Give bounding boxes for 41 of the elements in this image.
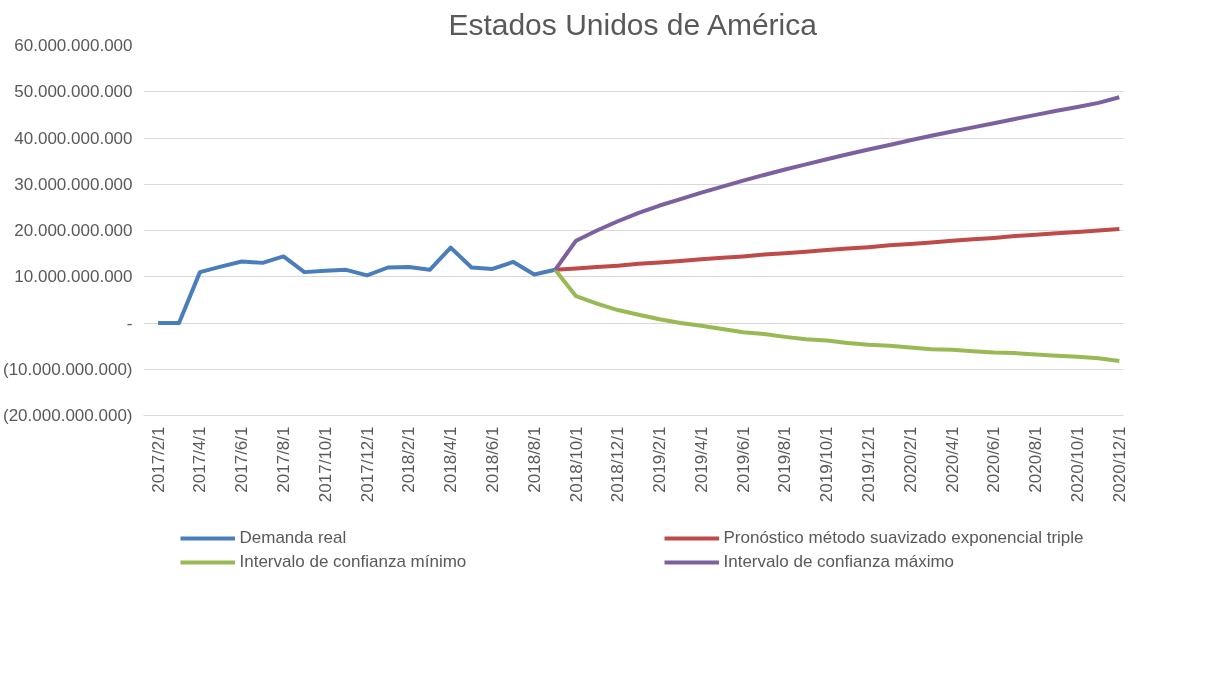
line-series (553, 267, 1122, 363)
y-tick-label: (20.000.000.000) (3, 406, 133, 425)
x-tick-label: 2018/10/1 (566, 426, 586, 503)
y-tick-label: 10.000.000.000 (14, 267, 133, 287)
line-series (156, 245, 558, 325)
y-tick-label: 40.000.000.000 (14, 128, 133, 148)
y-tick-label: 60.000.000.000 (14, 36, 133, 55)
x-tick-label: 2020/4/1 (942, 426, 962, 493)
x-tick-label: 2020/8/1 (1026, 426, 1046, 493)
legend-label: Pronóstico método suavizado exponencial triple (723, 528, 1085, 548)
chart-title: Estados Unidos de América (448, 7, 818, 41)
x-tick-label: 2017/6/1 (232, 426, 252, 493)
x-tick-label: 2020/10/1 (1068, 426, 1088, 503)
x-tick-label: 2017/8/1 (274, 426, 293, 493)
x-tick-label: 2019/12/1 (859, 426, 879, 503)
legend-label: Intervalo de confianza mínimo (239, 552, 468, 572)
y-tick-label: (10.000.000.000) (3, 359, 133, 379)
x-tick-label: 2018/2/1 (399, 426, 419, 493)
x-tick-label: 2019/10/1 (817, 426, 837, 503)
x-tick-label: 2018/8/1 (524, 426, 544, 493)
y-tick-label: 30.000.000.000 (14, 174, 133, 194)
x-tick-label: 2019/6/1 (733, 426, 753, 493)
line-series (553, 95, 1122, 272)
legend-label: Intervalo de confianza máximo (723, 552, 956, 572)
x-tick-label: 2017/12/1 (357, 426, 377, 503)
x-tick-label: 2017/10/1 (315, 426, 335, 503)
x-tick-label: 2018/12/1 (608, 426, 628, 503)
x-tick-label: 2019/4/1 (691, 426, 711, 493)
x-tick-label: 2020/2/1 (900, 426, 920, 493)
x-tick-label: 2017/2/1 (148, 426, 168, 493)
x-tick-label: 2018/6/1 (482, 426, 502, 493)
x-tick-label: 2020/12/1 (1109, 426, 1129, 503)
x-tick-label: 2019/2/1 (650, 426, 670, 493)
y-tick-label: - (126, 313, 133, 333)
y-tick-label: 50.000.000.000 (14, 82, 133, 102)
x-tick-label: 2020/6/1 (984, 426, 1004, 493)
x-tick-label: 2018/4/1 (441, 426, 461, 493)
y-tick-label: 20.000.000.000 (14, 221, 133, 240)
x-tick-label: 2019/8/1 (775, 426, 795, 493)
x-tick-label: 2017/4/1 (190, 426, 210, 493)
legend-label: Demanda real (239, 528, 348, 548)
